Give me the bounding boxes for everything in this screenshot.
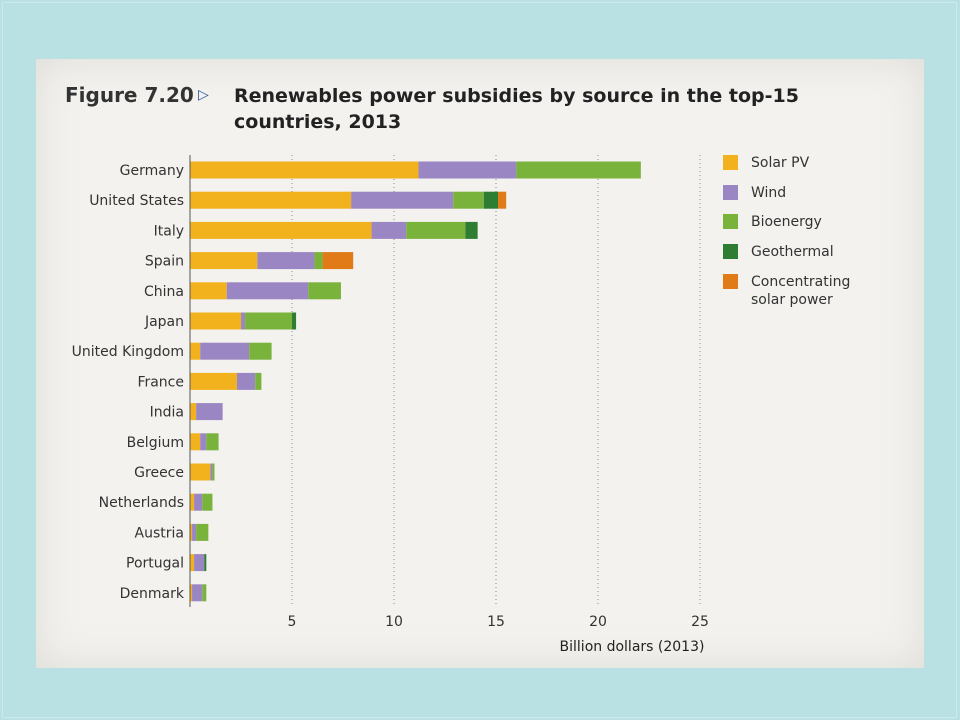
bar-segment — [322, 252, 354, 270]
legend-swatch — [723, 185, 738, 200]
bar-segment — [190, 493, 195, 511]
legend-swatch — [723, 155, 738, 170]
bar-segment — [190, 191, 352, 209]
category-label: Spain — [145, 254, 184, 270]
category-label: Austria — [135, 525, 184, 541]
bar-segment — [236, 372, 256, 390]
bar-segment — [206, 433, 219, 451]
bar-segment — [190, 252, 258, 270]
category-label: Greece — [134, 465, 184, 481]
grid-lines — [291, 155, 701, 607]
x-tick-label: 5 — [288, 614, 297, 630]
bar-segment — [453, 191, 484, 209]
bar-segment — [190, 372, 237, 390]
bar-segment — [190, 433, 201, 451]
x-axis-label: Billion dollars (2013) — [560, 639, 705, 655]
bar-segment — [249, 342, 272, 360]
bar-segment — [371, 221, 407, 239]
bar-segment — [204, 554, 207, 572]
bar-segment — [516, 161, 641, 179]
bar-segment — [190, 312, 241, 330]
bar-segment — [257, 252, 315, 270]
bar-segment — [200, 342, 250, 360]
figure-title: Renewables power subsidies by source in … — [234, 85, 799, 133]
legend-label: Wind — [751, 185, 786, 201]
scanned-page — [36, 59, 924, 668]
bar-segment — [200, 433, 207, 451]
bar-segment — [190, 554, 195, 572]
category-label: United States — [89, 193, 184, 209]
bar-segment — [190, 463, 211, 481]
category-labels: Germany United States Italy Spain China Japan… — [72, 163, 185, 602]
category-label: United Kingdom — [72, 344, 184, 360]
legend-label: Solar PV — [751, 155, 810, 171]
category-label: Denmark — [120, 586, 185, 602]
bar-segment — [255, 372, 262, 390]
x-tick-label: 10 — [385, 614, 403, 630]
bar-segment — [196, 403, 223, 421]
bar-segment — [192, 523, 197, 541]
triangle-arrow-icon: ▷ — [198, 87, 209, 103]
figure-label: Figure 7.20 — [65, 83, 194, 107]
bar-segment — [292, 312, 297, 330]
category-label: India — [150, 405, 184, 421]
legend-label: Concentrating — [751, 274, 850, 290]
bar-segment — [241, 312, 246, 330]
bar-segment — [226, 282, 309, 300]
bar-segment — [212, 463, 215, 481]
category-label: Japan — [144, 314, 184, 330]
bar-segment — [406, 221, 466, 239]
legend-swatch — [723, 244, 738, 259]
category-label: Netherlands — [99, 495, 184, 511]
x-tick-labels: 5 10 15 20 25 — [288, 614, 709, 630]
bar-segment — [190, 403, 197, 421]
bar-segment — [190, 221, 372, 239]
bar-segment — [483, 191, 499, 209]
bar-segment — [192, 584, 203, 602]
bar-segment — [190, 342, 201, 360]
bar-segment — [498, 191, 507, 209]
bar-segment — [308, 282, 341, 300]
bar-segment — [190, 282, 227, 300]
category-label: France — [137, 374, 184, 390]
bar-segment — [418, 161, 517, 179]
x-tick-label: 20 — [589, 614, 607, 630]
bar-segment — [245, 312, 292, 330]
legend-label: solar power — [751, 292, 833, 308]
bar-segment — [190, 523, 193, 541]
bar-segment — [196, 523, 209, 541]
legend-label: Bioenergy — [751, 214, 822, 230]
bars — [190, 161, 641, 602]
legend-swatch — [723, 274, 738, 289]
bar-segment — [194, 554, 205, 572]
bar-segment — [202, 493, 213, 511]
bar-segment — [190, 584, 193, 602]
legend-swatch — [723, 214, 738, 229]
legend: Solar PV Wind Bioenergy Geothermal Concentra… — [723, 155, 850, 308]
bar-segment — [465, 221, 478, 239]
bar-segment — [194, 493, 203, 511]
bar-segment — [351, 191, 454, 209]
category-label: Germany — [120, 163, 184, 179]
x-tick-label: 15 — [487, 614, 505, 630]
bar-segment — [210, 463, 213, 481]
legend-label: Geothermal — [751, 244, 834, 260]
bar-segment — [202, 584, 207, 602]
category-label: China — [144, 284, 184, 300]
bar-segment — [314, 252, 323, 270]
category-label: Portugal — [126, 556, 184, 572]
category-label: Italy — [154, 223, 184, 239]
category-label: Belgium — [127, 435, 184, 451]
x-tick-label: 25 — [691, 614, 709, 630]
bar-segment — [190, 161, 419, 179]
